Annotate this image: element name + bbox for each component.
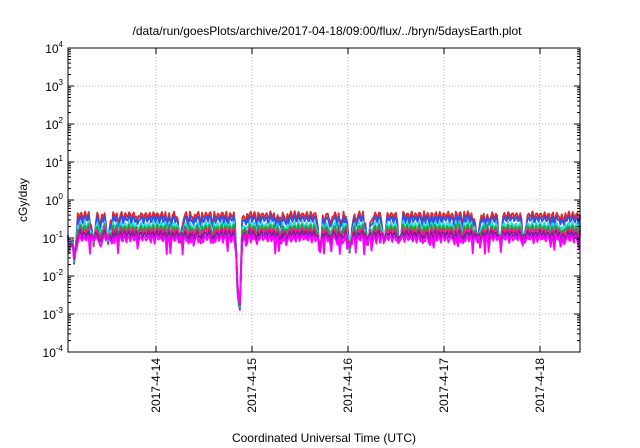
x-tick-label: 2017-4-15 (245, 358, 259, 413)
x-axis: 2017-4-14 2017-4-15 2017-4-16 2017-4-17 2017… (149, 48, 547, 413)
y-axis: 10-4 10-3 10-2 10-1 100 101 102 103 104 (43, 40, 580, 360)
series-lines (67, 210, 581, 311)
y-tick-label: 10-4 (43, 344, 64, 360)
x-tick-label: 2017-4-16 (341, 358, 355, 413)
x-axis-label: Coordinated Universal Time (UTC) (232, 431, 416, 445)
y-tick-label: 103 (45, 78, 63, 94)
y-tick-label: 100 (45, 192, 63, 208)
y-tick-label: 101 (45, 154, 63, 170)
x-tick-label: 2017-4-18 (533, 358, 547, 413)
y-axis-label: cGy/day (16, 178, 30, 222)
y-tick-label: 104 (45, 40, 63, 56)
y-tick-label: 10-3 (43, 306, 64, 322)
series-line (67, 232, 581, 304)
y-tick-label: 10-2 (43, 268, 64, 284)
y-tick-label: 102 (45, 116, 63, 132)
chart-title: /data/run/goesPlots/archive/2017-04-18/0… (133, 24, 523, 38)
x-tick-label: 2017-4-14 (149, 358, 163, 413)
gridlines (68, 48, 580, 352)
y-tick-label: 10-1 (43, 230, 64, 246)
x-tick-label: 2017-4-17 (437, 358, 451, 413)
